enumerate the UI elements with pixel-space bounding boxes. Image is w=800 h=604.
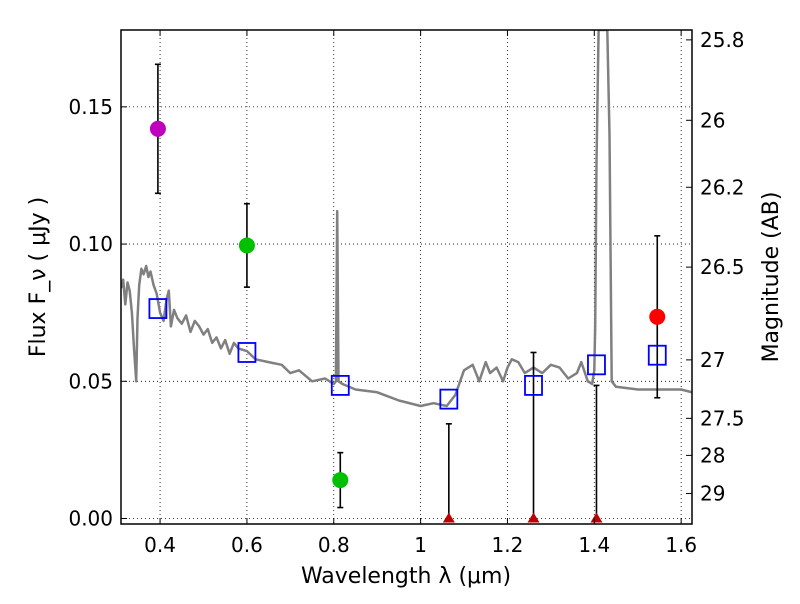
right-axis-label: Magnitude (AB) [759, 192, 784, 363]
model-photometry-square [524, 375, 543, 396]
observed-flux-point [149, 120, 166, 137]
x-tick-label: 0.6 [231, 533, 263, 557]
right-tick-label: 29 [700, 482, 725, 506]
model-photometry-square [148, 298, 168, 319]
y-axis-label: Flux F_ν ( μJy ) [26, 197, 51, 357]
right-tick-label: 27.5 [700, 406, 745, 430]
x-tick-label: 1.4 [578, 533, 610, 557]
model-photometry-square [587, 354, 606, 376]
x-tick-label: 1.6 [665, 533, 697, 557]
right-tick-label: 26.2 [700, 175, 745, 199]
observed-flux-point [238, 237, 255, 254]
right-tick-label: 27 [700, 348, 725, 372]
error-bars-layer [154, 63, 661, 519]
x-axis-label: Wavelength λ (μm) [301, 564, 511, 589]
tick-labels: 0.4 0.6 0.8 1 1.2 1.4 1.6 0.00 0.05 0.10 0.15 25.8 2… [68, 28, 744, 557]
upper-limit-marker [590, 512, 603, 523]
y-tick-label: 0.05 [68, 369, 113, 393]
right-tick-label: 25.8 [700, 28, 745, 52]
y-tick-label: 0.15 [68, 95, 113, 119]
observed-flux-point [649, 308, 666, 325]
model-photometry-square [647, 344, 667, 366]
model-photometry-square [237, 342, 257, 363]
right-tick-label: 26 [700, 108, 725, 132]
upper-limit-marker [442, 512, 455, 523]
x-tick-label: 1.2 [492, 533, 524, 557]
model-photometry-square [439, 388, 459, 410]
grid-lines [121, 30, 692, 524]
y-tick-label: 0.00 [68, 507, 113, 531]
x-tick-label: 1 [414, 533, 427, 557]
y-tick-label: 0.10 [68, 232, 113, 256]
plot-frame [120, 29, 693, 525]
x-tick-label: 0.4 [144, 533, 176, 557]
markers-layer [148, 120, 667, 523]
template-spectrum-line [121, 30, 692, 408]
right-tick-label: 26.5 [700, 255, 745, 279]
template-spectrum-layer [121, 30, 692, 408]
axis-ticks [121, 30, 692, 524]
upper-limit-marker [527, 512, 540, 523]
observed-flux-point [332, 472, 349, 489]
x-tick-label: 0.8 [318, 533, 350, 557]
model-photometry-square [330, 375, 350, 396]
right-tick-label: 28 [700, 443, 725, 467]
